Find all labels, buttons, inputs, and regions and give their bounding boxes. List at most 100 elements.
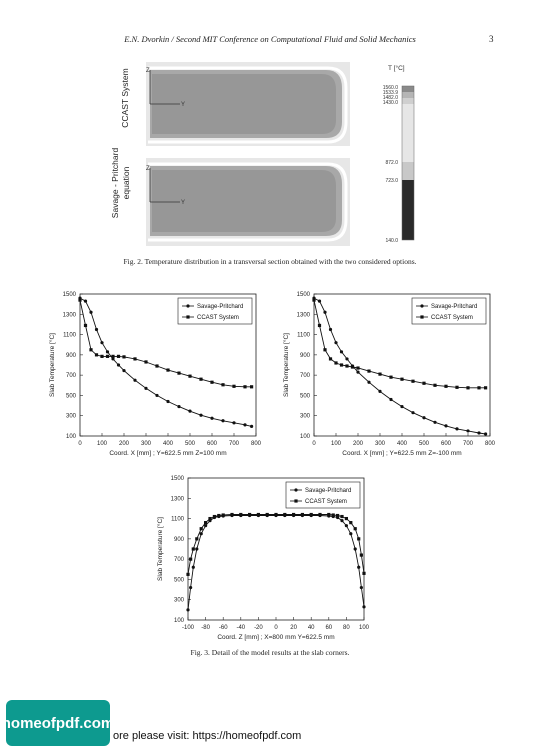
data-point-ccast [210,380,214,384]
x-axis-label: Coord. Z [mm] ; X=800 mm Y=622.5 mm [217,634,334,641]
data-point-savage-pritchard [400,404,404,409]
y-tick-label: 700 [66,373,77,379]
data-point-savage-pritchard [195,547,199,551]
y-tick-label: 1300 [297,312,311,318]
data-point-ccast [356,366,360,370]
data-point-savage-pritchard [345,357,349,361]
data-point-savage-pritchard [210,416,214,420]
y-axis-label: Slab Temperature [°C] [282,333,290,397]
data-point-ccast [328,357,333,361]
colorbar-title: T [°C] [388,64,405,72]
y-tick-label: 900 [300,353,311,359]
colorbar-tick-1: 1533.9 [383,90,399,96]
x-axis-label: Coord. X [mm] ; Y=622.5 mm Z=100 mm [109,450,226,457]
x-tick-label: 600 [207,441,218,447]
fig2-bottom-panel-shell [148,162,348,242]
y-tick-label: 1300 [171,496,185,502]
visit-link[interactable]: ore please visit: https://homeofpdf.com [113,730,302,742]
data-point-ccast [367,369,371,373]
data-point-ccast [212,514,216,519]
legend-box [411,297,487,325]
data-point-ccast [411,379,415,383]
data-point-ccast [195,537,199,541]
data-point-savage-pritchard [323,310,327,314]
data-point-savage-pritchard [122,368,126,373]
y-tick-label: 1300 [63,312,77,318]
data-point-ccast [344,516,348,521]
x-tick-label: 0 [312,441,316,447]
colorbar-band-6 [402,180,414,240]
data-point-savage-pritchard [243,423,247,427]
data-point-ccast [100,354,104,358]
x-tick-label: -20 [254,625,263,631]
data-point-ccast [208,516,212,521]
data-point-ccast [455,385,459,389]
legend-label: CCAST System [197,315,239,321]
data-point-ccast [105,354,110,358]
site-logo[interactable]: homeofpdf.com [2,700,114,746]
legend-label: Savage-Pritchard [305,488,351,494]
data-point-savage-pritchard [111,357,115,361]
data-point-savage-pritchard [89,310,93,314]
data-point-ccast [336,513,340,518]
data-point-savage-pritchard [356,370,360,374]
data-point-ccast [339,363,344,367]
y-tick-label: 900 [66,353,77,359]
data-point-ccast [323,348,327,352]
data-point-savage-pritchard [362,605,366,609]
y-tick-label: 1500 [297,292,311,298]
fig2-top-panel-inner [152,74,336,134]
y-axis-label: Slab Temperature [°C] [156,517,164,581]
x-tick-label: -80 [201,625,210,631]
colorbar-band-3 [402,98,414,104]
y-tick-label: 1100 [297,333,311,339]
x-tick-label: 20 [290,625,297,631]
data-point-ccast [318,512,322,517]
x-tick-label: 0 [274,625,278,631]
data-point-ccast [111,354,115,358]
data-point-ccast [378,372,382,376]
data-point-ccast [265,512,269,517]
data-point-savage-pritchard [349,532,353,536]
data-point-savage-pritchard [317,299,322,303]
data-point-ccast [191,547,195,551]
data-point-ccast [256,512,260,517]
legend-marker-circle [186,304,190,308]
y-tick-label: 100 [300,434,311,440]
y-tick-label: 1500 [171,476,185,482]
colorbar-frame [401,85,415,241]
colorbar-tick-5: 723.0 [385,178,398,184]
data-point-savage-pritchard [188,409,192,413]
data-point-savage-pritchard [144,386,148,390]
data-point-ccast [359,553,363,557]
y-tick-label: 700 [300,373,311,379]
y-tick-label: 1100 [171,517,185,523]
x-tick-label: 100 [359,625,370,631]
series-line-savage-pritchard [187,515,365,610]
data-point-savage-pritchard [353,547,357,551]
data-point-savage-pritchard [189,585,193,590]
data-point-ccast [274,512,278,517]
data-point-ccast [166,368,170,372]
x-tick-label: 800 [485,441,496,447]
data-point-ccast [94,353,99,357]
data-point-savage-pritchard [177,404,181,409]
data-point-savage-pritchard [328,327,333,332]
data-point-ccast [155,364,159,368]
data-point-ccast [484,386,488,390]
data-point-ccast [250,385,254,389]
y-tick-label: 300 [300,414,311,420]
legend-marker-square [294,499,298,503]
x-tick-label: 100 [331,441,342,447]
legend-marker-circle [420,304,424,308]
data-point-ccast [186,572,190,576]
data-point-ccast [345,364,349,368]
y-tick-label: 300 [174,598,185,604]
fig2-top-panel-shell [148,66,348,144]
data-point-ccast [389,375,393,379]
data-point-ccast [350,365,355,369]
data-point-ccast [353,527,357,531]
data-point-ccast [400,377,404,381]
data-point-savage-pritchard [133,378,137,382]
